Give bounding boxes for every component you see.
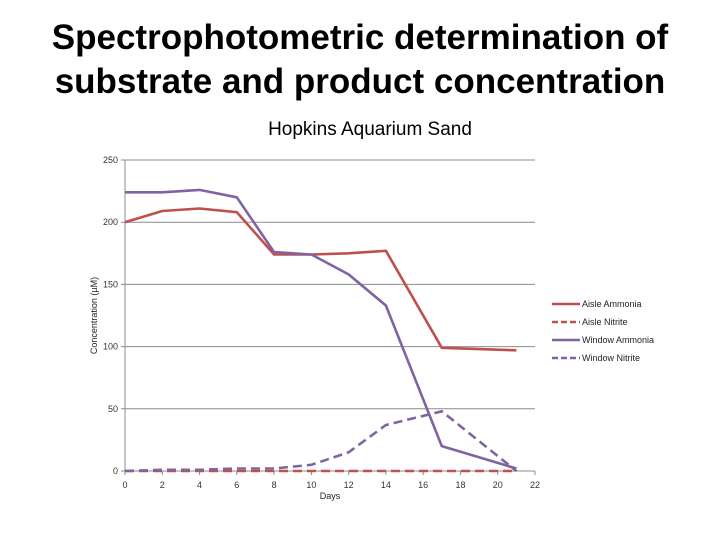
legend-label: Aisle Nitrite [582, 317, 628, 327]
x-tick-label: 2 [160, 480, 165, 490]
x-tick-label: 22 [530, 480, 540, 490]
series-lines [124, 188, 518, 473]
axes: 0 50 100 150 200 250 0 2 4 6 8 10 12 14 16 18 20 22 [103, 155, 540, 490]
series-line-aisle-ammonia [124, 207, 517, 352]
x-tick-label: 8 [272, 480, 277, 490]
slide-title-line2: substrate and product concentration [54, 62, 666, 101]
slide-title: Spectrophotometric determination of subs… [0, 16, 720, 104]
gridlines [121, 159, 535, 472]
x-tick-label: 0 [122, 480, 127, 490]
slide-title-line1: Spectrophotometric determination of [51, 18, 669, 57]
x-tick-label: 20 [493, 480, 503, 490]
y-tick-label: 0 [113, 466, 118, 476]
x-tick-label: 4 [197, 480, 202, 490]
y-tick-label: 250 [103, 155, 118, 165]
y-tick-label: 50 [108, 404, 118, 414]
chart-title: Hopkins Aquarium Sand [268, 119, 472, 140]
x-axis-title: Days [320, 491, 341, 501]
y-tick-label: 100 [103, 342, 118, 352]
x-tick-label: 16 [418, 480, 428, 490]
legend: Aisle Ammonia Aisle Nitrite Window Ammonia… [552, 299, 654, 363]
legend-label: Aisle Ammonia [582, 299, 642, 309]
x-tick-label: 14 [381, 480, 391, 490]
x-tick-label: 10 [306, 480, 316, 490]
series-line-window-nitrite [124, 409, 518, 473]
legend-label: Window Ammonia [582, 335, 654, 345]
x-tick-label: 18 [455, 480, 465, 490]
x-tick-label: 6 [234, 480, 239, 490]
legend-label: Window Nitrite [582, 353, 640, 363]
y-tick-label: 200 [103, 217, 118, 227]
series-line-window-ammonia [125, 188, 517, 470]
y-axis-title: Concentration (µM) [89, 277, 99, 354]
x-tick-label: 12 [344, 480, 354, 490]
y-tick-label: 150 [103, 279, 118, 289]
